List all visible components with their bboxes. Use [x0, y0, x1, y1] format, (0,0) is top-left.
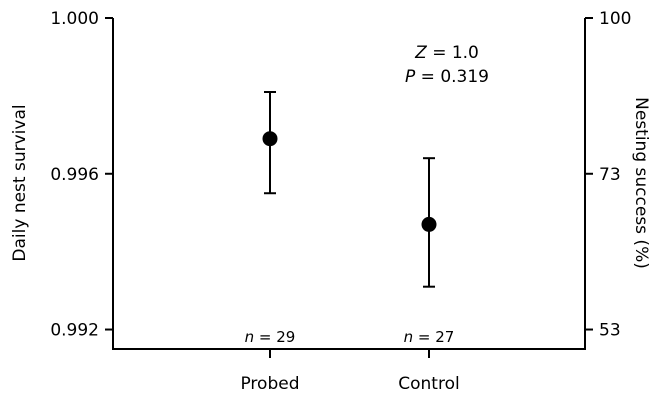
- p-value: = 0.319: [421, 67, 489, 87]
- x-tick-label-probed: Probed: [240, 374, 299, 394]
- p-stat-label: P = 0.319: [405, 67, 489, 87]
- left-y-ticks: 1.000 0.996 0.992: [50, 9, 113, 341]
- z-value: = 1.0: [432, 43, 479, 63]
- n-value: = 29: [254, 328, 295, 346]
- data-points: [262, 90, 437, 288]
- n-label-probed: n = 29: [245, 328, 296, 346]
- n-value: = 27: [413, 328, 454, 346]
- right-y-ticks: 100 73 53: [585, 9, 631, 341]
- right-y-axis-title: Nesting success (%): [631, 97, 651, 269]
- point-control: [421, 216, 437, 232]
- z-stat-label: Z = 1.0: [414, 43, 479, 63]
- p-symbol: P: [405, 67, 416, 87]
- left-y-axis-title: Daily nest survival: [10, 104, 30, 261]
- left-y-tick-label: 0.996: [50, 165, 99, 185]
- sample-size-labels: n = 29 n = 27: [245, 328, 455, 346]
- right-y-tick-label: 100: [599, 9, 631, 29]
- n-label-control: n = 27: [404, 328, 455, 346]
- right-y-tick-label: 73: [599, 165, 621, 185]
- x-ticks: Probed Control: [240, 349, 460, 394]
- x-tick-label-control: Control: [398, 374, 459, 394]
- left-y-tick-label: 0.992: [50, 321, 99, 341]
- n-symbol: n: [245, 328, 255, 346]
- z-symbol: Z: [414, 43, 427, 63]
- point-probed: [262, 131, 278, 147]
- left-y-tick-label: 1.000: [50, 9, 99, 29]
- n-symbol: n: [404, 328, 414, 346]
- right-y-tick-label: 53: [599, 321, 621, 341]
